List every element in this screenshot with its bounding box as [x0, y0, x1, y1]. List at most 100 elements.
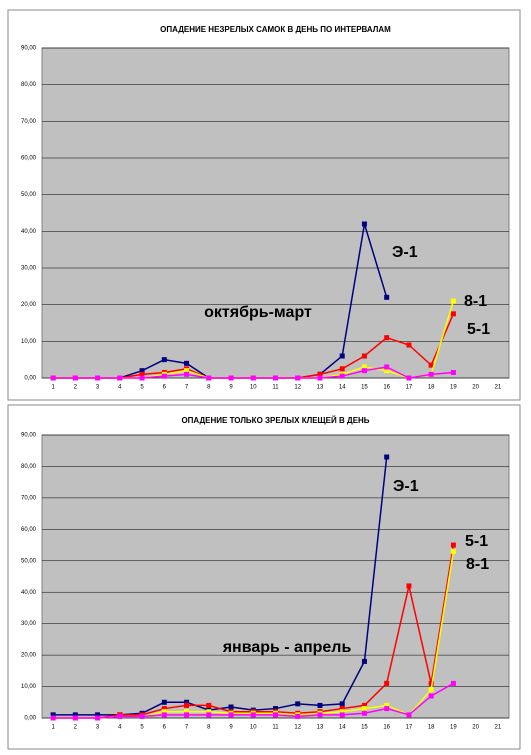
y-tick-label: 10,00: [21, 684, 37, 690]
data-point: [317, 712, 323, 718]
data-point: [95, 375, 101, 381]
data-point: [161, 709, 167, 715]
data-point: [384, 335, 390, 341]
data-point: [450, 298, 456, 304]
data-point: [450, 542, 456, 548]
data-point: [273, 712, 278, 718]
data-point: [273, 375, 278, 381]
x-tick-label: 13: [317, 725, 324, 731]
data-point: [450, 548, 456, 554]
data-point: [361, 368, 367, 374]
data-point: [228, 712, 234, 718]
data-point: [406, 375, 412, 381]
data-point: [161, 706, 167, 712]
x-tick-label: 2: [74, 385, 78, 391]
data-point: [339, 706, 345, 712]
x-tick-label: 9: [229, 385, 233, 391]
data-point: [161, 712, 167, 718]
x-tick-label: 17: [406, 385, 413, 391]
x-tick-label: 8: [207, 725, 211, 731]
x-tick-label: 16: [383, 725, 390, 731]
x-tick-label: 17: [406, 725, 413, 731]
data-point: [339, 709, 345, 715]
data-point: [361, 706, 367, 712]
data-point: [361, 221, 367, 227]
x-tick-label: 6: [163, 725, 167, 731]
data-point: [317, 375, 323, 381]
data-point: [450, 680, 456, 686]
x-tick-label: 9: [229, 725, 233, 731]
x-tick-label: 21: [495, 725, 502, 731]
x-tick-label: 7: [185, 725, 189, 731]
data-point: [139, 368, 145, 374]
data-point: [361, 353, 367, 359]
data-point: [184, 702, 190, 708]
data-point: [384, 294, 390, 300]
data-point: [184, 371, 190, 377]
x-tick-label: 7: [185, 385, 189, 391]
y-tick-label: 0,00: [24, 716, 36, 722]
data-point: [95, 712, 101, 718]
data-point: [72, 715, 78, 721]
x-tick-label: 10: [250, 385, 257, 391]
data-point: [361, 710, 367, 716]
y-tick-label: 50,00: [21, 558, 37, 564]
data-point: [184, 699, 190, 705]
x-tick-label: 21: [495, 385, 502, 391]
annotation: октябрь-март: [204, 304, 312, 321]
x-tick-label: 3: [96, 385, 100, 391]
y-tick-label: 0,00: [24, 376, 36, 382]
y-tick-label: 60,00: [21, 156, 37, 162]
data-point: [273, 706, 278, 712]
data-point: [339, 373, 345, 379]
data-point: [339, 701, 345, 707]
x-tick-label: 19: [450, 385, 457, 391]
series-label: Э-1: [393, 478, 419, 495]
data-point: [95, 715, 101, 721]
series-label: Э-1: [392, 244, 418, 261]
plot-area: [41, 47, 510, 379]
y-tick-label: 10,00: [21, 339, 37, 345]
series-label: 5-1: [467, 321, 490, 338]
data-point: [206, 702, 212, 708]
data-point: [450, 311, 456, 317]
plot-area: [41, 434, 510, 719]
data-point: [50, 375, 56, 381]
data-point: [406, 583, 412, 589]
y-tick-label: 30,00: [21, 266, 37, 272]
x-tick-label: 6: [163, 385, 167, 391]
x-tick-label: 5: [140, 725, 144, 731]
data-point: [428, 362, 434, 368]
x-tick-label: 1: [51, 725, 55, 731]
y-tick-label: 20,00: [21, 653, 37, 659]
y-tick-label: 60,00: [21, 527, 37, 533]
data-point: [228, 704, 234, 710]
x-tick-label: 3: [96, 725, 100, 731]
data-point: [250, 712, 256, 718]
data-point: [72, 712, 78, 718]
data-point: [339, 353, 345, 359]
x-tick-label: 1: [51, 385, 55, 391]
data-point: [428, 693, 434, 699]
y-tick-label: 90,00: [21, 433, 37, 439]
y-tick-label: 50,00: [21, 192, 37, 198]
y-tick-label: 80,00: [21, 464, 37, 470]
chart-title: ОПАДЕНИЕ НЕЗРЕЛЫХ САМОК В ДЕНЬ ПО ИНТЕРВ…: [160, 25, 391, 34]
x-tick-label: 12: [294, 725, 301, 731]
data-point: [361, 658, 367, 664]
x-tick-label: 16: [383, 385, 390, 391]
x-tick-label: 12: [294, 385, 301, 391]
x-tick-label: 5: [140, 385, 144, 391]
data-point: [139, 713, 145, 719]
data-point: [161, 357, 167, 363]
y-tick-label: 70,00: [21, 119, 37, 125]
x-tick-label: 8: [207, 385, 211, 391]
x-tick-label: 19: [450, 725, 457, 731]
data-point: [228, 375, 234, 381]
data-point: [295, 375, 301, 381]
series-label: 8-1: [464, 293, 487, 310]
x-tick-label: 15: [361, 725, 368, 731]
y-tick-label: 40,00: [21, 590, 37, 596]
y-tick-label: 20,00: [21, 302, 37, 308]
